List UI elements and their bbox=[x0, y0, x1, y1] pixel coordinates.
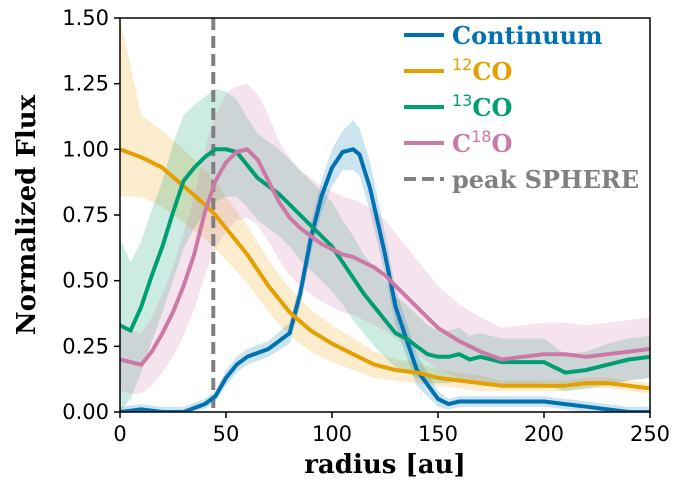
legend-label-superscript: 12 bbox=[452, 55, 472, 74]
legend-item-co13: 13CO bbox=[404, 91, 512, 122]
y-tick-label: 1.00 bbox=[62, 137, 109, 161]
legend-item-c18o: C18O bbox=[404, 127, 512, 158]
y-tick-label: 0.00 bbox=[62, 400, 109, 424]
legend-label: 12CO bbox=[452, 55, 512, 86]
legend-label-superscript: 13 bbox=[452, 91, 472, 110]
legend-label: C18O bbox=[452, 127, 512, 158]
x-tick-label: 50 bbox=[213, 422, 240, 446]
legend-label-base: Continuum bbox=[452, 21, 603, 50]
legend-label: peak SPHERE bbox=[452, 165, 639, 194]
x-tick-label: 0 bbox=[113, 422, 126, 446]
y-tick-label: 1.50 bbox=[62, 6, 109, 30]
x-axis-ticks: 0 50 100 150 200 250 bbox=[113, 412, 670, 446]
y-tick-label: 1.25 bbox=[62, 72, 109, 96]
legend-label-base: C bbox=[452, 129, 471, 158]
legend-item-co12: 12CO bbox=[404, 55, 512, 86]
y-tick-label: 0.25 bbox=[62, 334, 109, 358]
legend-label-superscript: 18 bbox=[471, 127, 491, 146]
x-tick-label: 200 bbox=[524, 422, 564, 446]
c18o-band bbox=[120, 83, 650, 394]
legend-item-sphere: peak SPHERE bbox=[404, 165, 639, 194]
continuum-line bbox=[120, 147, 650, 412]
series-lines bbox=[120, 147, 650, 412]
legend-label: 13CO bbox=[452, 91, 512, 122]
co13-line bbox=[120, 147, 650, 375]
x-tick-label: 150 bbox=[418, 422, 458, 446]
y-axis-label: Normalized Flux bbox=[12, 94, 42, 335]
y-axis-ticks: 0.00 0.25 0.50 0.75 1.00 1.25 1.50 bbox=[62, 6, 120, 424]
legend-label-tail: O bbox=[491, 129, 512, 158]
x-tick-label: 250 bbox=[630, 422, 670, 446]
y-tick-label: 0.50 bbox=[62, 269, 109, 293]
legend-item-continuum: Continuum bbox=[404, 21, 603, 50]
legend-label: Continuum bbox=[452, 21, 603, 50]
x-tick-label: 100 bbox=[312, 422, 352, 446]
y-tick-label: 0.75 bbox=[62, 203, 109, 227]
legend-label-base: peak SPHERE bbox=[452, 165, 639, 194]
co12-band bbox=[120, 18, 650, 394]
continuum-band bbox=[120, 120, 650, 412]
legend-label-tail: CO bbox=[472, 93, 512, 122]
legend-label-tail: CO bbox=[472, 57, 512, 86]
x-axis-label: radius [au] bbox=[304, 450, 466, 480]
c18o-line bbox=[120, 147, 650, 367]
